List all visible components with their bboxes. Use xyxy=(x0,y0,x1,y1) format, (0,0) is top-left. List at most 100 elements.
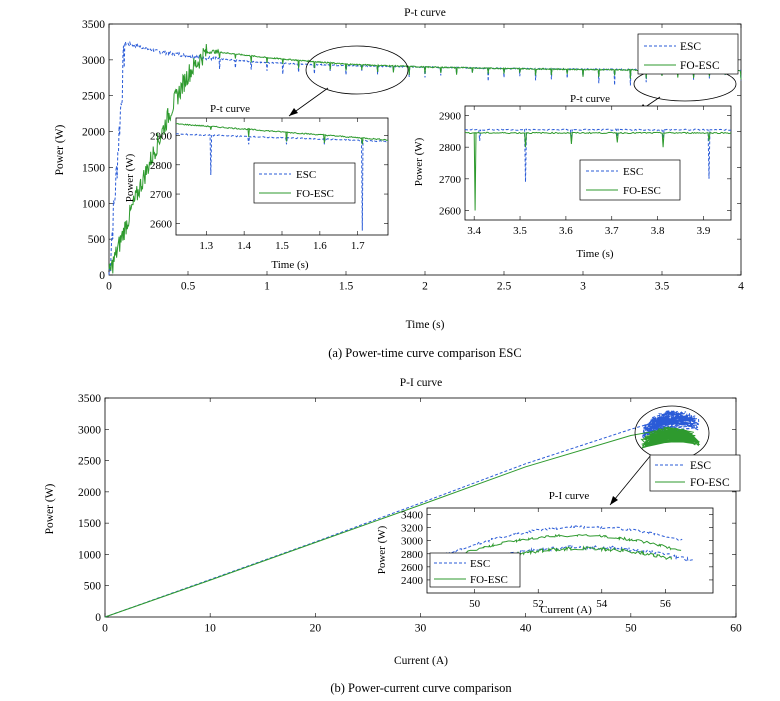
pt-chart: P-t curve 0 0.5 1 1.5 2 2.5 3 3.5 4 0 500 1000 1500 2… xyxy=(54,7,744,360)
pt-ytick-label: 2500 xyxy=(82,91,105,103)
pt-inset-1-series-fo-esc-line xyxy=(176,122,389,145)
pt-inset-2-ytick-label: 2900 xyxy=(439,111,462,123)
pt-series-esc-line xyxy=(108,39,742,276)
pt-inset-1-xlabel: Time (s) xyxy=(271,259,309,271)
pi-xtick-label: 0 xyxy=(102,623,108,635)
pt-inset-2-xtick-label: 3.9 xyxy=(697,225,711,237)
pi-ytick-label: 2500 xyxy=(78,456,101,468)
pi-inset-xtick-label: 50 xyxy=(469,598,481,610)
pi-xtick-label: 40 xyxy=(520,623,532,635)
pi-ytick-label: 3500 xyxy=(78,393,101,405)
pt-series-fo-esc-line xyxy=(108,43,742,274)
pi-inset-ytick-label: 3400 xyxy=(401,510,424,522)
pt-legend-fo-label: FO-ESC xyxy=(680,60,720,72)
pt-xtick-label: 3 xyxy=(580,281,586,293)
pt-inset-1-ytick-label: 2800 xyxy=(150,160,173,172)
pt-xtick-label: 3.5 xyxy=(655,281,670,293)
pi-inset: P-I curve 50 52 54 56 2400260028003000320034… xyxy=(376,490,714,616)
pt-inset-2-xtick-label: 3.8 xyxy=(651,225,665,237)
pi-xtick-label: 10 xyxy=(204,623,216,635)
pt-inset-1-xtick-label: 1.6 xyxy=(313,240,327,252)
pi-inset-xtick-label: 54 xyxy=(596,598,608,610)
pi-xtick-label: 60 xyxy=(730,623,742,635)
pt-chart-title: P-t curve xyxy=(404,7,446,19)
pi-chart-title: P-I curve xyxy=(400,377,442,389)
pi-legend-box xyxy=(649,454,741,492)
pi-xtick-label: 50 xyxy=(625,623,637,635)
pi-cluster-esc xyxy=(641,410,700,440)
pt-inset-2-xtick-label: 3.4 xyxy=(467,225,481,237)
pt-legend-esc-label: ESC xyxy=(680,41,701,53)
pi-inset-title: P-I curve xyxy=(549,490,590,502)
pt-xtick-label: 0 xyxy=(106,281,112,293)
pt-ytick-label: 3500 xyxy=(82,19,105,31)
pt-inset-2-legend-box xyxy=(579,159,681,201)
pi-inset-legend-box xyxy=(429,552,521,588)
pi-series-fo-esc-line xyxy=(104,427,695,618)
pi-ylabel: Power (W) xyxy=(44,483,56,534)
pt-inset-1-xtick-label: 1.4 xyxy=(237,240,251,252)
pi-xlabel: Current (A) xyxy=(394,655,448,667)
pt-ytick-label: 1000 xyxy=(82,198,105,210)
pt-xtick-label: 1.5 xyxy=(339,281,354,293)
pt-inset-1-legend: ESC FO-ESC xyxy=(253,162,356,204)
zoom-arrowhead-1 xyxy=(289,108,298,116)
pi-xtick-label: 20 xyxy=(310,623,322,635)
pi-inset-ytick-label: 3000 xyxy=(401,536,424,548)
pi-ytick-label: 1500 xyxy=(78,518,101,530)
pi-inset-legend-fo-label: FO-ESC xyxy=(470,574,508,586)
pi-chart: P-I curve 0 10 20 30 40 50 60 0 500 1000 1500 2000 2… xyxy=(44,377,742,695)
pt-inset-1-ytick-label: 2700 xyxy=(150,189,173,201)
pt-legend: ESC FO-ESC xyxy=(637,33,739,75)
pi-zoom-arrowhead xyxy=(610,496,618,505)
pt-xtick-label: 1 xyxy=(264,281,270,293)
pt-inset-2-series-esc-line xyxy=(464,128,732,183)
pt-inset-1-ytick-label: 2600 xyxy=(150,218,173,230)
pt-ytick-label: 1500 xyxy=(82,162,105,174)
pi-cluster-fo-esc xyxy=(640,426,701,449)
pt-inset-1-title: P-t curve xyxy=(210,103,250,115)
pt-inset-2-legend-fo-label: FO-ESC xyxy=(623,185,661,197)
pt-xtick-label: 2 xyxy=(422,281,428,293)
pi-inset-ytick-label: 3200 xyxy=(401,523,424,535)
pt-inset-2-xtick-label: 3.5 xyxy=(513,225,527,237)
pt-inset-1-series-esc-line xyxy=(175,133,389,231)
pi-inset-series-esc-upper xyxy=(430,525,683,564)
pt-inset-2-ylabel: Power (W) xyxy=(413,137,425,186)
pi-inset-ylabel: Power (W) xyxy=(376,525,388,574)
pi-inset-xlabel: Current (A) xyxy=(540,604,592,616)
pt-ytick-label: 2000 xyxy=(82,127,105,139)
pi-inset-series-fo-esc-upper xyxy=(435,533,682,564)
pt-inset-1-ylabel: Power (W) xyxy=(124,153,136,202)
zoom-ellipse-1 xyxy=(305,45,409,95)
pi-inset-legend-esc-label: ESC xyxy=(470,558,490,570)
pt-inset-2-xlabel: Time (s) xyxy=(576,248,614,260)
pi-ytick-label: 2000 xyxy=(78,487,101,499)
pt-inset-2-ytick-label: 2800 xyxy=(439,142,462,154)
pi-inset-xtick-label: 56 xyxy=(660,598,672,610)
caption-b: (b) Power-current curve comparison xyxy=(330,681,512,695)
pt-inset-2-ytick-label: 2600 xyxy=(439,206,462,218)
pt-inset-2-xtick-label: 3.6 xyxy=(559,225,573,237)
pt-inset-2-series-fo-esc-line xyxy=(464,131,732,211)
pi-ytick-label: 1000 xyxy=(78,549,101,561)
pt-inset-2-legend-esc-label: ESC xyxy=(623,166,643,178)
pt-inset-1-xtick-label: 1.7 xyxy=(351,240,365,252)
pi-ytick-label: 3000 xyxy=(78,424,101,436)
pi-series-esc-line xyxy=(104,416,694,618)
pt-inset-1-ytick-label: 2900 xyxy=(150,131,173,143)
pi-inset-xtick-label: 52 xyxy=(533,598,544,610)
pi-inset-series-esc-lower xyxy=(506,545,694,562)
pt-ytick-label: 3000 xyxy=(82,55,105,67)
pi-inset-series-fo-esc-lower xyxy=(506,545,672,561)
pi-zoom-arrow xyxy=(609,454,652,506)
pi-legend: ESC FO-ESC xyxy=(649,454,741,492)
pi-legend-fo-label: FO-ESC xyxy=(690,477,730,489)
pt-inset-2-legend: ESC FO-ESC xyxy=(579,159,681,201)
pt-inset-1-xtick-label: 1.3 xyxy=(199,240,213,252)
pt-inset-1: P-t curve 1.3 1.4 1.5 1.6 1.7 2600 2700 2800 290… xyxy=(124,103,389,271)
pt-xlabel: Time (s) xyxy=(406,319,445,331)
pi-inset-ytick-label: 2600 xyxy=(401,562,424,574)
pi-inset-ytick-label: 2400 xyxy=(401,575,424,587)
